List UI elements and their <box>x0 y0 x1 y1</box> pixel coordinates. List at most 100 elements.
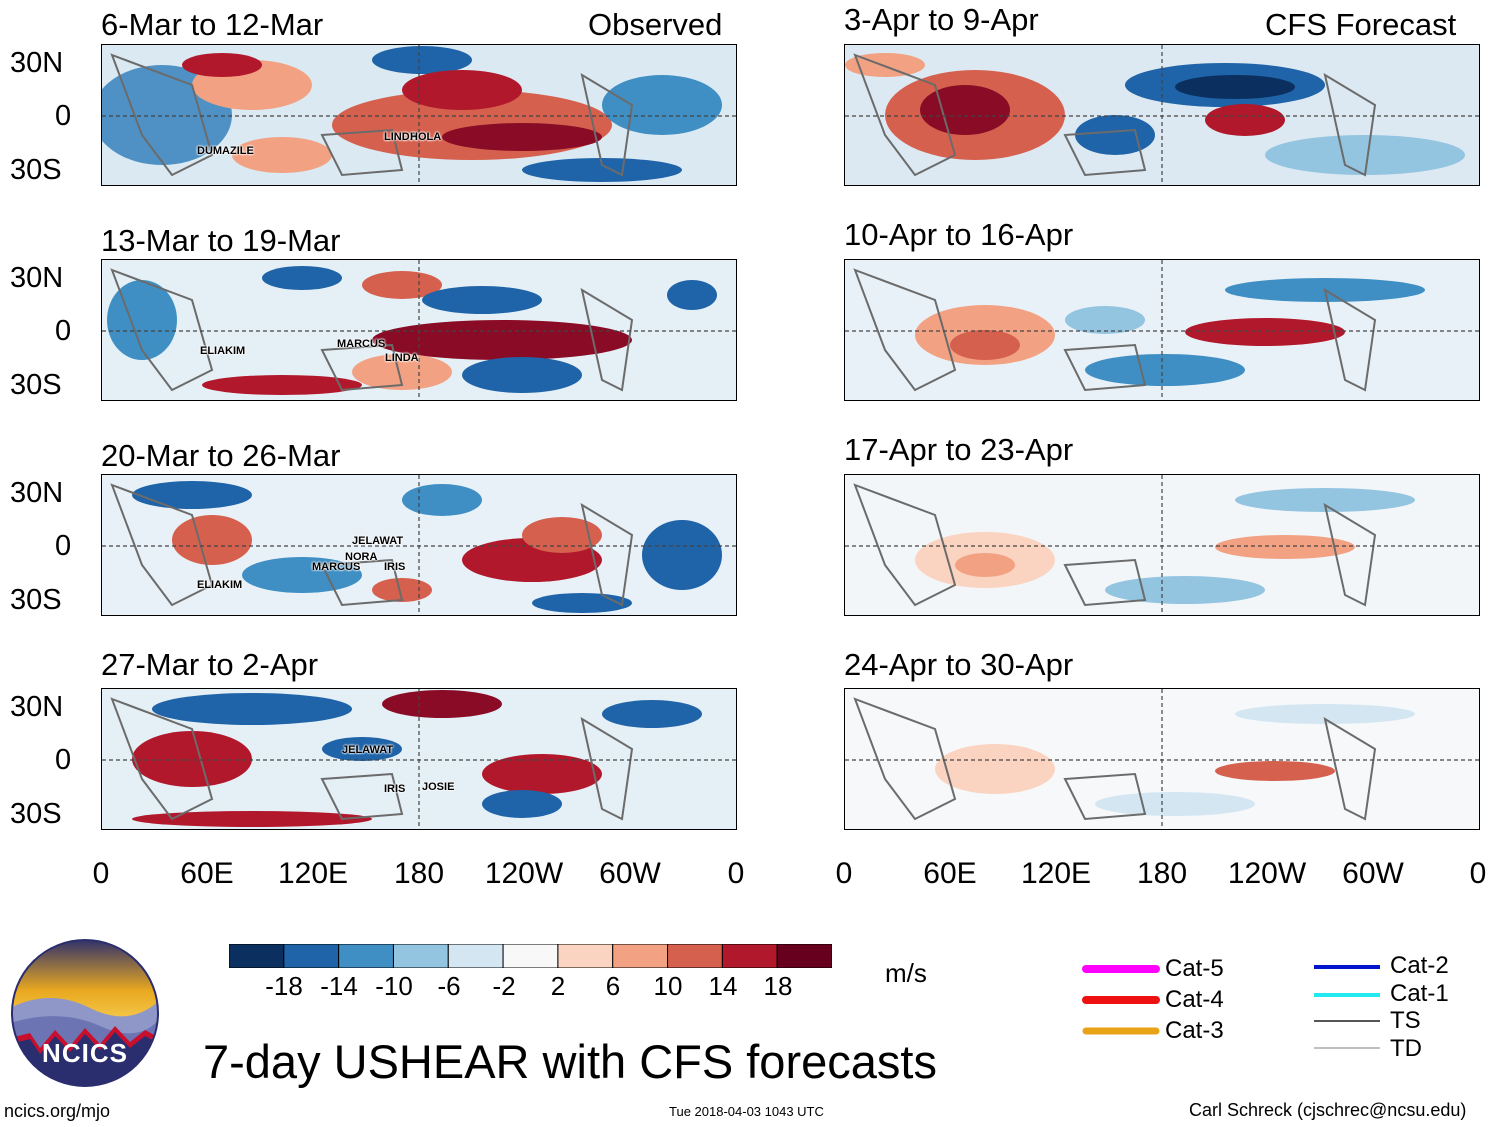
logo-icon <box>11 939 159 1087</box>
period-label: 27-Mar to 2-Apr <box>101 647 319 682</box>
storm-label: JOSIE <box>422 781 455 793</box>
period-label: 20-Mar to 26-Mar <box>101 438 341 473</box>
storm-label: DUMAZILE <box>197 145 254 157</box>
colorbar-swatch <box>721 943 778 969</box>
storm-label: JELAWAT <box>352 535 404 547</box>
colorbar-tick: -10 <box>375 971 413 1001</box>
lon-label: 0 <box>92 857 110 890</box>
lon-label: 180 <box>393 857 445 890</box>
map-panel: DUMAZILE LINDA HOLA <box>101 44 737 186</box>
site-link[interactable]: ncics.org/mjo <box>4 1101 111 1121</box>
colorbar-swatches <box>228 943 833 969</box>
colorbar-swatch <box>338 943 394 969</box>
shear-field <box>102 475 736 615</box>
legend-label: Cat-3 <box>1165 1017 1224 1044</box>
period-label: 3-Apr to 9-Apr <box>844 2 1039 37</box>
lat-label: 0 <box>55 530 72 562</box>
period-label: 10-Apr to 16-Apr <box>844 217 1074 252</box>
colorbar-tick: -18 <box>265 971 303 1001</box>
logo-text: NCICS <box>42 1038 128 1068</box>
lon-label: 60W <box>599 857 661 890</box>
shear-field <box>845 260 1479 400</box>
legend-label: Cat-1 <box>1390 980 1449 1007</box>
map-panel: JELAWAT NORA MARCUS IRIS ELIAKIM <box>101 474 737 616</box>
lon-label: 0 <box>1469 857 1487 890</box>
storm-label: HOLA <box>410 131 442 143</box>
colorbar-swatch <box>667 943 723 969</box>
storm-label: LINDA <box>384 131 418 143</box>
lon-label: 60E <box>923 857 977 890</box>
period-label: 24-Apr to 30-Apr <box>844 647 1074 682</box>
legend-label: TD <box>1390 1035 1422 1062</box>
lon-label: 120E <box>1020 857 1092 890</box>
map-panel: ELIAKIM MARCUS LINDA <box>101 259 737 401</box>
lat-label: 30S <box>10 369 62 401</box>
forecast-column-title: CFS Forecast <box>1265 7 1457 42</box>
lat-label: 30N <box>10 691 64 723</box>
shear-field <box>845 689 1479 829</box>
lat-label: 30S <box>10 584 62 616</box>
colorbar-tick: -6 <box>437 971 461 1001</box>
colorbar-tick: 18 <box>763 971 793 1001</box>
period-label: 6-Mar to 12-Mar <box>101 7 324 42</box>
shear-field <box>845 475 1479 615</box>
lon-label: 0 <box>727 857 745 890</box>
lon-label: 120W <box>484 857 564 890</box>
lat-label: 30N <box>10 47 64 79</box>
lat-label: 0 <box>55 744 72 776</box>
storm-label: ELIAKIM <box>197 579 243 591</box>
lat-label: 0 <box>55 100 72 132</box>
legend-swatches <box>1082 965 1380 1049</box>
lon-label: 0 <box>835 857 853 890</box>
shear-field <box>102 260 736 400</box>
storm-label: MARCUS <box>312 561 361 573</box>
storm-label: IRIS <box>384 561 406 573</box>
lat-label: 30S <box>10 154 62 186</box>
colorbar-swatch <box>502 943 559 969</box>
lon-label: 60E <box>180 857 234 890</box>
author-credit: Carl Schreck (cjschrec@ncsu.edu) <box>1189 1100 1467 1120</box>
colorbar-tick: 10 <box>653 971 683 1001</box>
period-label: 17-Apr to 23-Apr <box>844 432 1074 467</box>
lat-label: 30S <box>10 798 62 830</box>
legend-label: Cat-4 <box>1165 986 1224 1013</box>
colorbar-tick: -2 <box>492 971 516 1001</box>
storm-label: LINDA <box>385 352 419 364</box>
page-title: 7-day USHEAR with CFS forecasts <box>203 1035 937 1088</box>
legend-label: Cat-2 <box>1390 952 1449 979</box>
shear-field <box>845 45 1479 185</box>
colorbar-swatch <box>392 943 449 969</box>
legend-label: Cat-5 <box>1165 955 1224 982</box>
colorbar-swatch <box>447 943 504 969</box>
colorbar-swatch <box>612 943 669 969</box>
timestamp: Tue 2018-04-03 1043 UTC <box>669 1104 824 1119</box>
colorbar-tick: 14 <box>708 971 738 1001</box>
storm-label: IRIS <box>384 783 406 795</box>
map-panel <box>844 259 1480 401</box>
legend-label: TS <box>1390 1007 1421 1034</box>
lon-label: 60W <box>1342 857 1404 890</box>
lon-label: 120E <box>277 857 349 890</box>
colorbar-swatch <box>557 943 614 969</box>
colorbar-tick: -14 <box>320 971 358 1001</box>
shear-field <box>102 45 736 185</box>
colorbar-swatch <box>228 943 285 969</box>
lon-label: 180 <box>1136 857 1188 890</box>
storm-label: NORA <box>345 551 378 563</box>
map-panel <box>844 474 1480 616</box>
storm-label: JELAWAT <box>342 744 394 756</box>
colorbar-tick: 2 <box>550 971 566 1001</box>
map-panel <box>844 688 1480 830</box>
units-label: m/s <box>885 958 927 988</box>
colorbar <box>228 943 833 969</box>
ncics-logo[interactable]: NCICS <box>10 938 160 1088</box>
lat-label: 30N <box>10 262 64 294</box>
map-panel <box>844 44 1480 186</box>
lon-label: 120W <box>1227 857 1307 890</box>
observed-column-title: Observed <box>588 7 723 42</box>
colorbar-swatch <box>776 943 833 969</box>
lat-label: 0 <box>55 315 72 347</box>
colorbar-swatch <box>283 943 340 969</box>
period-label: 13-Mar to 19-Mar <box>101 223 341 258</box>
shear-field <box>102 689 736 829</box>
